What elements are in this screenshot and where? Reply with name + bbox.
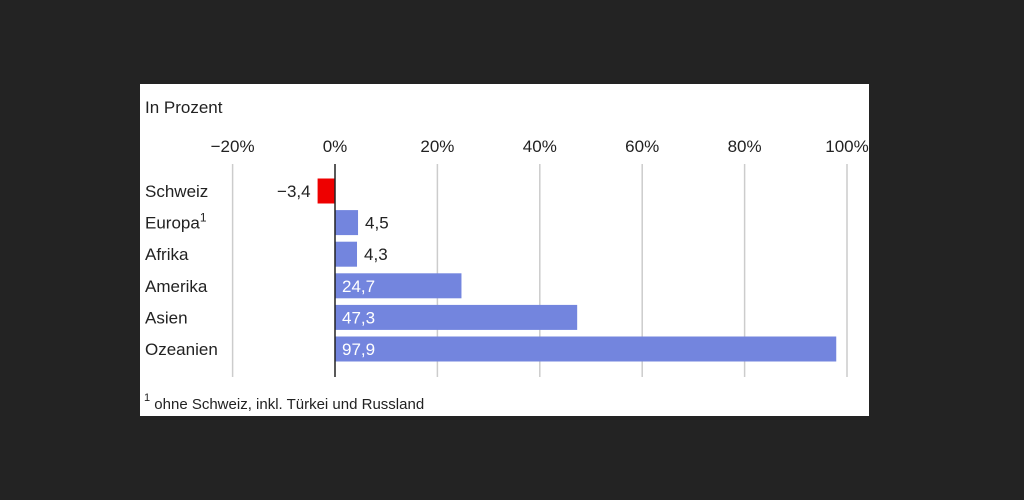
chart-card: In Prozent −20% 0% 20% 40% 60% 80% 100% Schweiz… [140,84,869,416]
bar-afrika [335,241,358,267]
category-label: Amerika [145,277,208,296]
category-label: Afrika [145,245,189,264]
footnote-text: ohne Schweiz, inkl. Türkei und Russland [154,396,425,413]
unit-label: In Prozent [145,98,223,117]
bar-amerika [335,273,462,299]
data-label: 4,3 [364,245,388,264]
bar-chart: −20% 0% 20% 40% 60% 80% 100% Schweiz −3,4 Europa1… [145,137,869,377]
data-label: 97,9 [342,340,375,359]
x-tick-label: 60% [625,137,659,156]
data-label: 24,7 [342,277,375,296]
bar-europa [335,210,359,236]
data-label: 47,3 [342,308,375,327]
x-tick-label: 80% [728,137,762,156]
category-label: Asien [145,308,188,327]
category-label: Ozeanien [145,340,218,359]
x-tick-label: −20% [211,137,255,156]
footnote-reference: 1 [200,211,207,225]
data-label: 4,5 [365,214,389,233]
x-tick-label: 0% [323,137,348,156]
x-tick-label: 100% [825,137,868,156]
x-tick-label: 20% [420,137,454,156]
footnote-marker: 1 [144,392,151,404]
category-label: Europa1 [145,211,207,233]
bar-schweiz [317,178,335,204]
x-tick-label: 40% [523,137,557,156]
data-label: −3,4 [277,182,311,201]
bar-ozeanien [335,336,837,362]
bar-asien [335,304,578,330]
category-label: Schweiz [145,182,208,201]
footnote: 1 ohne Schweiz, inkl. Türkei und Russlan… [144,392,425,413]
